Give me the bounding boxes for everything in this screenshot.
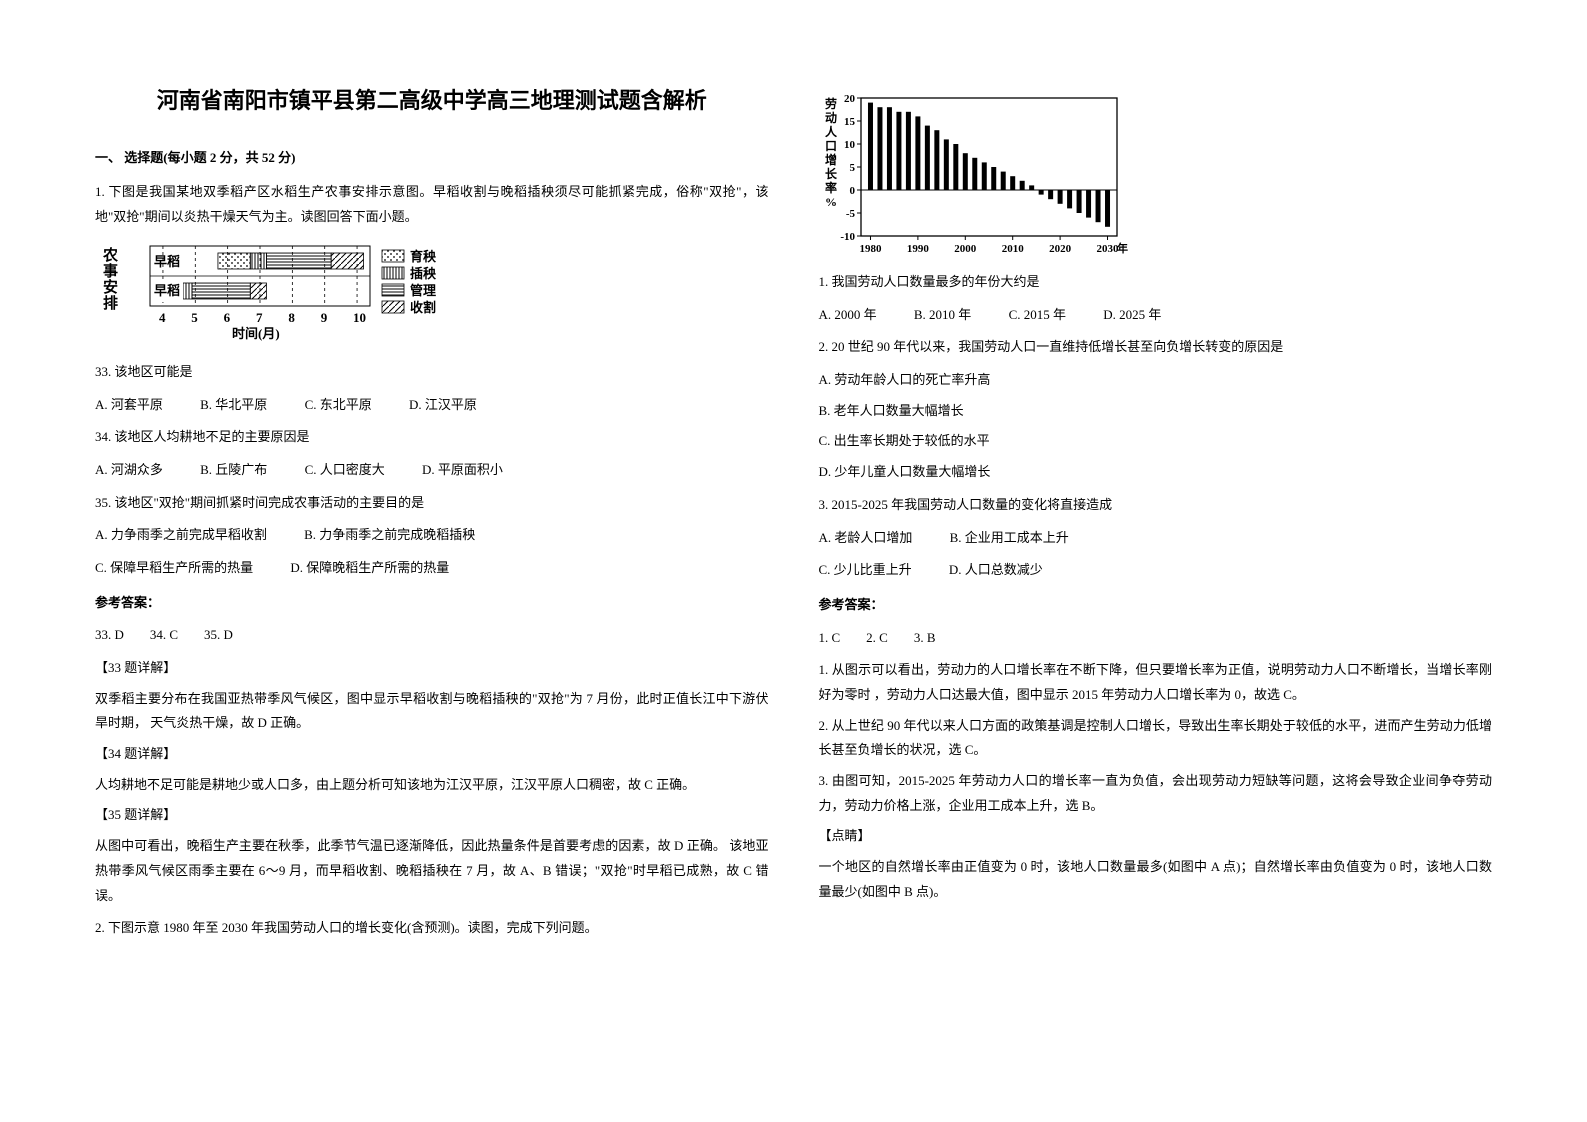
svg-text:增: 增 bbox=[825, 152, 837, 167]
q2-exp2: 2. 从上世纪 90 年代以来人口方面的政策基调是控制人口增长，导致出生率长期处… bbox=[819, 714, 1493, 763]
q1-stem: 1. 下图是我国某地双季稻产区水稻生产农事安排示意图。早稻收割与晚稻插秧须尽可能… bbox=[95, 180, 769, 229]
svg-text:早稻: 早稻 bbox=[154, 283, 180, 298]
q2-sub2-opts: A. 劳动年龄人口的死亡率升高 B. 老年人口数量大幅增长 C. 出生率长期处于… bbox=[819, 368, 1493, 485]
svg-text:事: 事 bbox=[103, 262, 118, 280]
opt-d: D. 江汉平原 bbox=[409, 393, 477, 418]
opt-a: A. 河套平原 bbox=[95, 393, 163, 418]
svg-text:0: 0 bbox=[849, 185, 855, 197]
svg-text:人: 人 bbox=[825, 124, 838, 139]
q1-answer-line: 33. D 34. C 35. D bbox=[95, 623, 769, 648]
q1-sub35-opts: A. 力争雨季之前完成早稻收割 B. 力争雨季之前完成晚稻插秧 C. 保障早稻生… bbox=[95, 523, 769, 580]
opt-b: B. 丘陵广布 bbox=[200, 458, 267, 483]
svg-text:劳: 劳 bbox=[825, 96, 837, 111]
svg-text:1990: 1990 bbox=[906, 243, 929, 255]
svg-text:早稻: 早稻 bbox=[154, 254, 180, 269]
q1-exp35h: 【35 题详解】 bbox=[95, 803, 769, 828]
svg-text:时间(月): 时间(月) bbox=[232, 326, 280, 341]
opt-d: D. 2025 年 bbox=[1103, 303, 1161, 328]
svg-text:20: 20 bbox=[844, 93, 856, 105]
opt-d: D. 平原面积小 bbox=[422, 458, 503, 483]
svg-text:插秧: 插秧 bbox=[410, 266, 437, 281]
opt-c: C. 少儿比重上升 bbox=[819, 558, 912, 583]
q2-stem: 2. 下图示意 1980 年至 2030 年我国劳动人口的增长变化(含预测)。读… bbox=[95, 916, 769, 941]
opt-a: A. 老龄人口增加 bbox=[819, 526, 913, 551]
q2-tip: 一个地区的自然增长率由正值变为 0 时，该地人口数量最多(如图中 A 点)；自然… bbox=[819, 855, 1493, 904]
q2-tipH: 【点睛】 bbox=[819, 824, 1493, 849]
q2-sub3-opts: A. 老龄人口增加 B. 企业用工成本上升 C. 少儿比重上升 D. 人口总数减… bbox=[819, 526, 1493, 583]
svg-text:动: 动 bbox=[825, 111, 837, 125]
opt-b: B. 力争雨季之前完成晚稻插秧 bbox=[304, 523, 475, 548]
right-column: 劳动人口增长率% -10 -5 0 5 10 15 20 1980 1990 2000 2010 202… bbox=[819, 80, 1493, 1042]
svg-text:9: 9 bbox=[321, 310, 328, 325]
q1-sub34: 34. 该地区人均耕地不足的主要原因是 bbox=[95, 425, 769, 450]
q1-sub33: 33. 该地区可能是 bbox=[95, 360, 769, 385]
svg-text:长: 长 bbox=[825, 166, 838, 181]
opt-c: C. 东北平原 bbox=[305, 393, 372, 418]
opt-a: A. 河湖众多 bbox=[95, 458, 163, 483]
svg-text:管理: 管理 bbox=[410, 283, 436, 298]
svg-text:育秧: 育秧 bbox=[410, 249, 437, 264]
q1-exp34h: 【34 题详解】 bbox=[95, 742, 769, 767]
q2-answer-line: 1. C 2. C 3. B bbox=[819, 626, 1493, 651]
q2-chart: 劳动人口增长率% -10 -5 0 5 10 15 20 1980 1990 2000 2010 202… bbox=[819, 90, 1129, 260]
q1-exp35: 从图中可看出，晚稻生产主要在秋季，此季节气温已逐渐降低，因此热量条件是首要考虑的… bbox=[95, 834, 769, 908]
section-head: 一、 选择题(每小题 2 分，共 52 分) bbox=[95, 146, 769, 171]
svg-text:2010: 2010 bbox=[1001, 243, 1024, 255]
svg-text:2030: 2030 bbox=[1096, 243, 1119, 255]
svg-text:7: 7 bbox=[256, 310, 263, 325]
opt-a: A. 2000 年 bbox=[819, 303, 877, 328]
svg-text:率: 率 bbox=[825, 180, 837, 195]
svg-text:1980: 1980 bbox=[859, 243, 882, 255]
opt-b: B. 2010 年 bbox=[914, 303, 971, 328]
opt-d: D. 少年儿童人口数量大幅增长 bbox=[819, 460, 1493, 485]
svg-text:%: % bbox=[825, 195, 837, 209]
opt-a: A. 劳动年龄人口的死亡率升高 bbox=[819, 368, 1493, 393]
q2-exp1: 1. 从图示可以看出，劳动力的人口增长率在不断下降，但只要增长率为正值，说明劳动… bbox=[819, 658, 1493, 707]
opt-d: D. 保障晚稻生产所需的热量 bbox=[290, 556, 449, 581]
q2-sub2: 2. 20 世纪 90 年代以来，我国劳动人口一直维持低增长甚至向负增长转变的原… bbox=[819, 335, 1493, 360]
svg-text:8: 8 bbox=[288, 310, 295, 325]
q2-exp3: 3. 由图可知，2015-2025 年劳动力人口的增长率一直为负值，会出现劳动力… bbox=[819, 769, 1493, 818]
q1-answer-head: 参考答案： bbox=[95, 591, 769, 616]
svg-text:安: 安 bbox=[103, 278, 118, 296]
svg-text:15: 15 bbox=[844, 116, 856, 128]
opt-b: B. 华北平原 bbox=[200, 393, 267, 418]
opt-b: B. 老年人口数量大幅增长 bbox=[819, 399, 1493, 424]
opt-c: C. 保障早稻生产所需的热量 bbox=[95, 556, 253, 581]
q1-sub35: 35. 该地区"双抢"期间抓紧时间完成农事活动的主要目的是 bbox=[95, 491, 769, 516]
q2-sub3: 3. 2015-2025 年我国劳动人口数量的变化将直接造成 bbox=[819, 493, 1493, 518]
opt-c: C. 人口密度大 bbox=[305, 458, 385, 483]
opt-c: C. 出生率长期处于较低的水平 bbox=[819, 429, 1493, 454]
page-title: 河南省南阳市镇平县第二高级中学高三地理测试题含解析 bbox=[95, 80, 769, 122]
q1-sub33-opts: A. 河套平原 B. 华北平原 C. 东北平原 D. 江汉平原 bbox=[95, 393, 769, 418]
opt-b: B. 企业用工成本上升 bbox=[950, 526, 1069, 551]
opt-a: A. 力争雨季之前完成早稻收割 bbox=[95, 523, 267, 548]
left-column: 河南省南阳市镇平县第二高级中学高三地理测试题含解析 一、 选择题(每小题 2 分… bbox=[95, 80, 769, 1042]
svg-text:年: 年 bbox=[1117, 241, 1128, 255]
svg-text:口: 口 bbox=[825, 139, 837, 153]
svg-text:-5: -5 bbox=[845, 208, 855, 220]
svg-text:农: 农 bbox=[102, 246, 118, 264]
svg-text:2020: 2020 bbox=[1049, 243, 1072, 255]
q2-sub1-opts: A. 2000 年 B. 2010 年 C. 2015 年 D. 2025 年 bbox=[819, 303, 1493, 328]
q1-exp33: 双季稻主要分布在我国亚热带季风气候区，图中显示早稻收割与晚稻插秧的"双抢"为 7… bbox=[95, 687, 769, 736]
svg-text:-10: -10 bbox=[840, 231, 855, 243]
svg-text:10: 10 bbox=[844, 139, 856, 151]
svg-text:5: 5 bbox=[849, 162, 855, 174]
svg-text:10: 10 bbox=[353, 310, 366, 325]
opt-d: D. 人口总数减少 bbox=[949, 558, 1043, 583]
svg-text:收割: 收割 bbox=[410, 300, 436, 315]
svg-text:5: 5 bbox=[191, 310, 198, 325]
opt-c: C. 2015 年 bbox=[1009, 303, 1066, 328]
q2-sub1: 1. 我国劳动人口数量最多的年份大约是 bbox=[819, 270, 1493, 295]
svg-text:6: 6 bbox=[224, 310, 231, 325]
svg-text:排: 排 bbox=[103, 294, 118, 312]
q1-exp33h: 【33 题详解】 bbox=[95, 656, 769, 681]
q2-answer-head: 参考答案： bbox=[819, 593, 1493, 618]
svg-text:4: 4 bbox=[159, 310, 166, 325]
svg-text:2000: 2000 bbox=[954, 243, 977, 255]
q1-diagram: 农事安排早稻早稻45678910时间(月)早稻育秧插秧管理收割 bbox=[95, 240, 455, 350]
q1-sub34-opts: A. 河湖众多 B. 丘陵广布 C. 人口密度大 D. 平原面积小 bbox=[95, 458, 769, 483]
q1-exp34: 人均耕地不足可能是耕地少或人口多，由上题分析可知该地为江汉平原，江汉平原人口稠密… bbox=[95, 773, 769, 798]
